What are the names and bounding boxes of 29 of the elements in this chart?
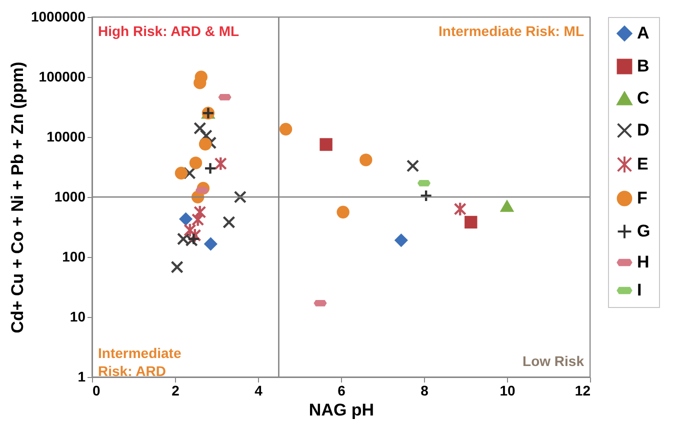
annotation: Intermediate Risk: ARD <box>98 345 182 379</box>
y-tick-label: 100 <box>62 248 86 264</box>
x-tick-label: 12 <box>574 382 591 398</box>
y-tick-label: 10000 <box>46 128 86 144</box>
legend-label: A <box>637 24 650 42</box>
x-tick-label: 6 <box>338 382 346 398</box>
annotation: High Risk: ARD & ML <box>98 23 240 39</box>
annotation: Intermediate Risk: ML <box>438 23 584 39</box>
legend-label: G <box>637 222 650 240</box>
y-tick-label: 10 <box>70 308 86 324</box>
y-tick-label: 1000 <box>54 188 86 204</box>
legend-label: B <box>637 56 650 76</box>
legend-label: I <box>637 280 642 300</box>
x-tick-label: 10 <box>500 382 516 398</box>
legend-label: C <box>637 88 650 108</box>
legend-label: F <box>637 188 648 208</box>
x-tick-label: 0 <box>92 382 100 398</box>
y-tick-label: 1 <box>78 368 86 384</box>
legend-label: D <box>637 120 650 140</box>
y-axis-title: Cd+ Cu + Co + Ni + Pb + Zn (ppm) <box>8 62 27 334</box>
x-tick-label: 4 <box>254 382 263 398</box>
legend-label: H <box>637 252 650 272</box>
legend-label: E <box>637 154 648 174</box>
annotation: Low Risk <box>522 353 584 369</box>
y-tick-label: 1000000 <box>30 8 86 24</box>
y-tick-label: 100000 <box>38 68 86 84</box>
x-tick-label: 8 <box>420 382 429 398</box>
x-tick-label: 2 <box>172 382 180 398</box>
x-axis-title: NAG pH <box>308 400 374 420</box>
